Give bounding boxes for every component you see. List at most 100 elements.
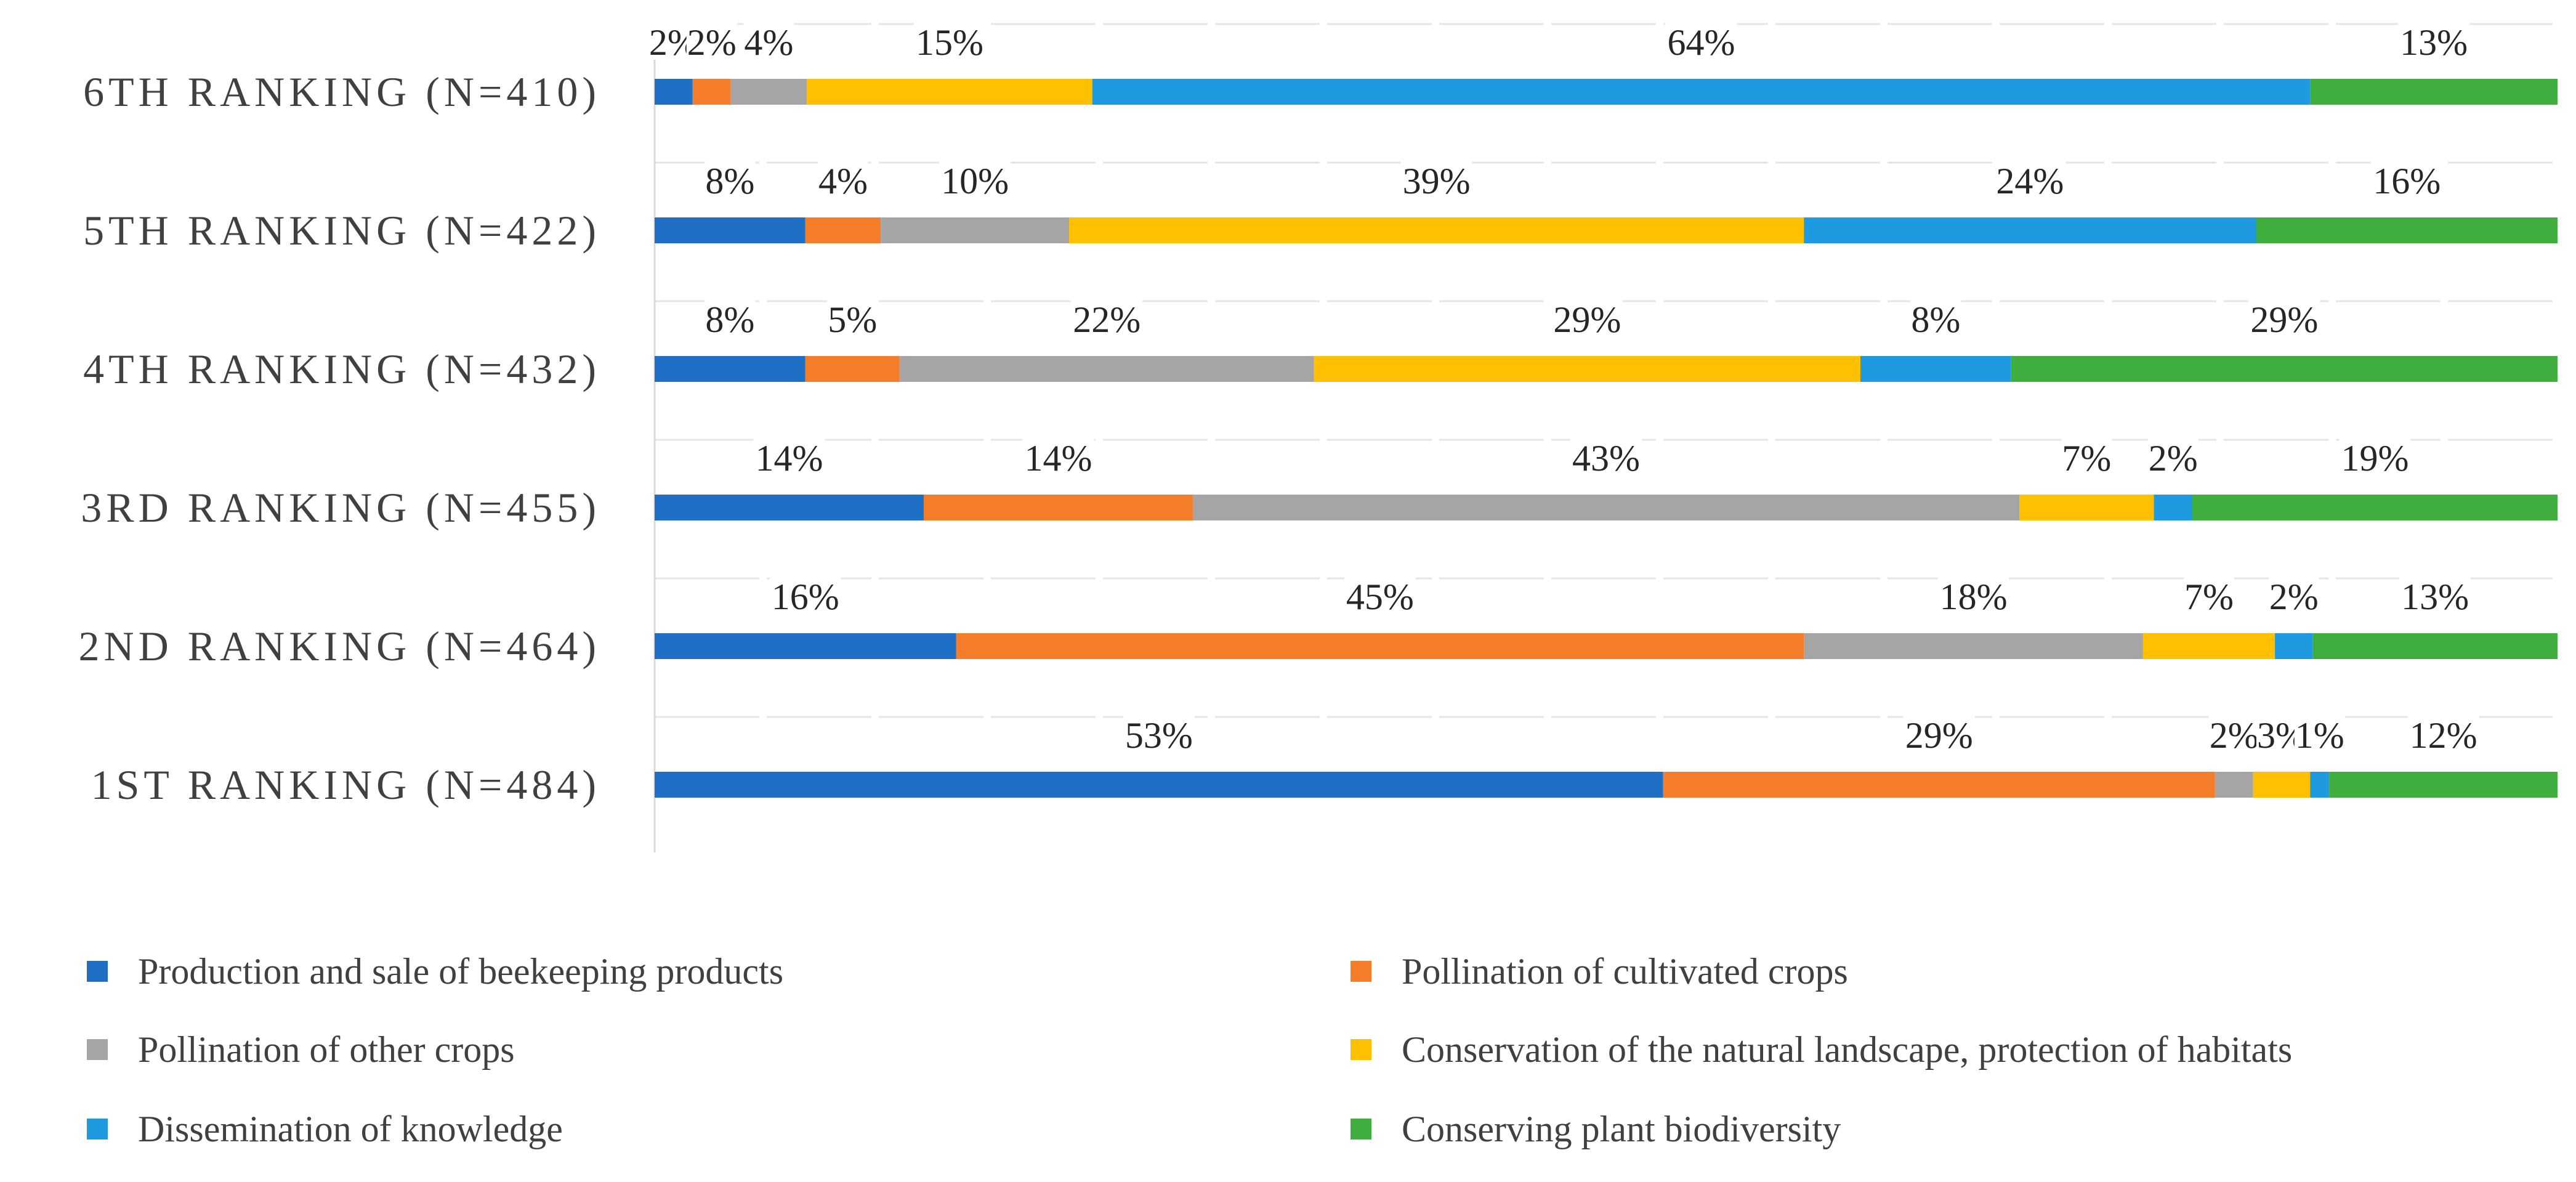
data-label-bg [1551, 296, 1623, 337]
data-label: 2% [2149, 438, 2198, 479]
data-label-bg [2268, 573, 2319, 614]
data-label: 16% [2373, 161, 2441, 201]
data-label: 2% [2269, 577, 2319, 617]
data-label: 19% [2341, 438, 2408, 479]
data-label-bg [2339, 435, 2411, 476]
data-label: 24% [1996, 161, 2064, 201]
bar-segment [655, 356, 806, 382]
legend-label: Conserving plant biodiversity [1402, 1109, 1841, 1149]
legend-swatch [1351, 1119, 1371, 1139]
data-label-bg [705, 158, 756, 198]
legend: Production and sale of beekeeping produc… [87, 951, 2292, 1149]
category-label: 3RD RANKING (N=455) [81, 484, 600, 531]
bar-segment [2019, 495, 2154, 520]
bar-segment [1804, 217, 2256, 243]
data-label: 10% [941, 161, 1009, 201]
legend-swatch [87, 1039, 108, 1060]
bar-segment [807, 79, 1092, 105]
data-label-bg [2399, 573, 2471, 614]
data-label: 39% [1403, 161, 1471, 201]
data-label: 8% [1911, 299, 1960, 340]
legend-label: Dissemination of knowledge [138, 1109, 563, 1149]
bar-segment [655, 633, 956, 659]
data-label: 8% [705, 161, 754, 201]
bar-segment [1860, 356, 2011, 382]
legend-swatch [1351, 1039, 1371, 1060]
bar-segment [2329, 772, 2558, 798]
data-label-bg [817, 158, 868, 198]
bar-segment [2256, 217, 2558, 243]
data-label-bg [2184, 573, 2235, 614]
legend-swatch [87, 1119, 108, 1139]
bar-segment [2310, 79, 2558, 105]
data-label-bg [2294, 712, 2345, 753]
data-label-bg [686, 19, 737, 60]
bar-segment [2192, 495, 2558, 520]
data-label: 14% [755, 438, 823, 479]
data-label-bg [743, 19, 794, 60]
bar-segment [655, 772, 1663, 798]
bar-segment [2215, 772, 2253, 798]
data-label-bg [1570, 435, 1642, 476]
bar-segment [655, 217, 806, 243]
data-label-bg [753, 435, 825, 476]
bar-segment [1092, 79, 2311, 105]
data-label-bg [769, 573, 841, 614]
data-label: 29% [1553, 299, 1621, 340]
data-label: 29% [2250, 299, 2318, 340]
data-label-bg [1071, 296, 1143, 337]
data-label: 1% [2295, 715, 2344, 756]
bar-segment [2275, 633, 2313, 659]
bar-segment [805, 217, 881, 243]
bar-segment [730, 79, 807, 105]
bar-segment [1663, 772, 2215, 798]
data-label-bg [939, 158, 1011, 198]
data-label: 2% [687, 22, 737, 63]
legend-label: Production and sale of beekeeping produc… [138, 951, 783, 992]
data-label-bg [1903, 712, 1975, 753]
data-label: 14% [1024, 438, 1092, 479]
bar-segment [2310, 772, 2330, 798]
data-label: 8% [705, 299, 754, 340]
data-label: 45% [1346, 577, 1414, 617]
legend-label: Pollination of other crops [138, 1029, 515, 1070]
data-label: 2% [2210, 715, 2259, 756]
data-label: 53% [1125, 715, 1193, 756]
bar-segment [881, 217, 1070, 243]
data-label: 43% [1572, 438, 1640, 479]
data-labels: 2%2% 4% 15% 64% 13%8% 4% 10% 39% 24% 16%8% 5% 22% 29… [648, 19, 2479, 756]
bar-segment [923, 495, 1193, 520]
data-label-bg [2371, 158, 2443, 198]
data-label: 7% [2184, 577, 2234, 617]
bar-segment [655, 79, 693, 105]
data-label-bg [2061, 435, 2112, 476]
legend-label: Conservation of the natural landscape, p… [1402, 1029, 2292, 1070]
category-label: 1ST RANKING (N=484) [91, 761, 600, 808]
data-label: 13% [2401, 577, 2469, 617]
data-label: 7% [2062, 438, 2111, 479]
data-label-bg [1344, 573, 1416, 614]
legend-swatch [87, 961, 108, 982]
legend-label: Pollination of cultivated crops [1402, 951, 1848, 992]
data-label: 4% [818, 161, 868, 201]
data-label-bg [2398, 19, 2470, 60]
bar-segment [956, 633, 1804, 659]
category-label: 6TH RANKING (N=410) [83, 68, 600, 115]
bar-segment [655, 495, 924, 520]
data-label-bg [2147, 435, 2198, 476]
data-label: 15% [916, 22, 983, 63]
category-label: 5TH RANKING (N=422) [83, 207, 600, 254]
category-label: 4TH RANKING (N=432) [83, 346, 600, 392]
data-label-bg [1994, 158, 2066, 198]
data-label-bg [705, 296, 756, 337]
data-label: 4% [744, 22, 793, 63]
data-label-bg [913, 19, 985, 60]
category-label: 2ND RANKING (N=464) [79, 623, 601, 670]
data-label-bg [2208, 712, 2259, 753]
bar-segment [899, 356, 1314, 382]
bar-segment [1314, 356, 1861, 382]
bar-segment [2142, 633, 2275, 659]
data-label: 12% [2410, 715, 2477, 756]
data-label: 13% [2400, 22, 2468, 63]
